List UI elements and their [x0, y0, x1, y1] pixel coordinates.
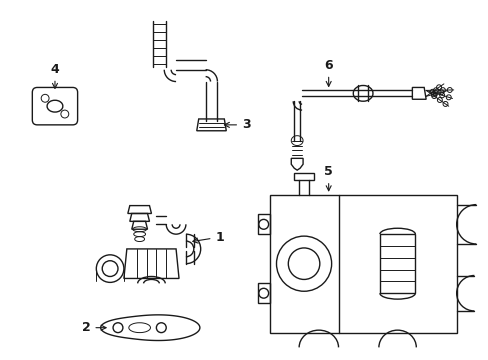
Text: 2: 2 [81, 321, 106, 334]
Text: 4: 4 [50, 63, 59, 88]
Text: 6: 6 [324, 59, 332, 86]
Text: 1: 1 [192, 231, 224, 244]
Text: 3: 3 [224, 118, 250, 131]
Text: 5: 5 [324, 165, 332, 191]
